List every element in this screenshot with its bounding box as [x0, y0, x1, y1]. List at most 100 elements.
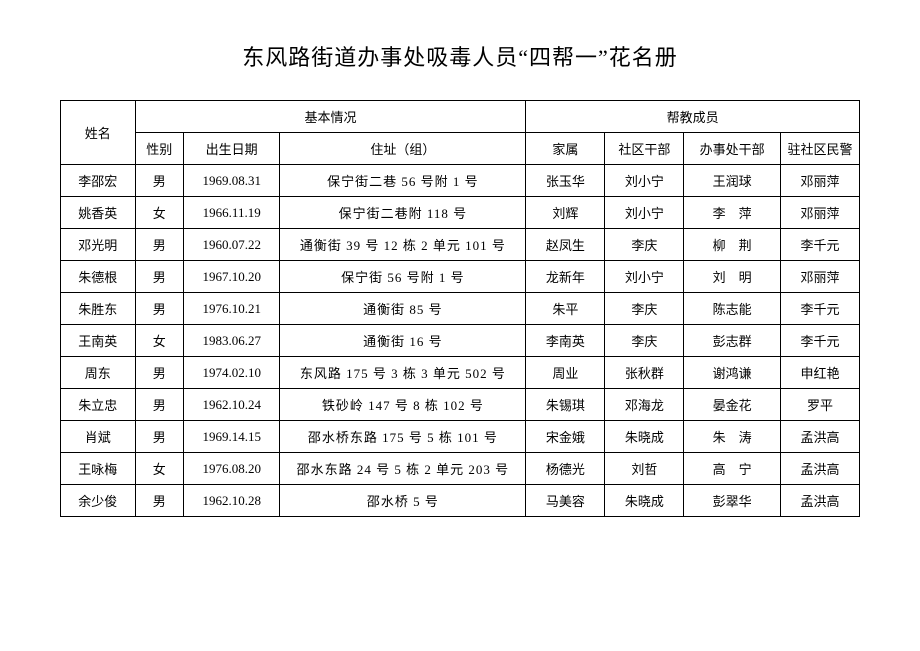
table-row: 朱胜东男1976.10.21通衡街 85 号朱平李庆陈志能李千元 [61, 293, 860, 325]
cell-addr: 邵水东路 24 号 5 栋 2 单元 203 号 [280, 453, 526, 485]
table-row: 肖斌男1969.14.15邵水桥东路 175 号 5 栋 101 号宋金娥朱晓成… [61, 421, 860, 453]
cell-name: 朱胜东 [61, 293, 136, 325]
table-row: 朱德根男1967.10.20保宁街 56 号附 1 号龙新年刘小宁刘 明邓丽萍 [61, 261, 860, 293]
cell-family: 张玉华 [526, 165, 605, 197]
cell-family: 宋金娥 [526, 421, 605, 453]
cell-addr: 邵水桥东路 175 号 5 栋 101 号 [280, 421, 526, 453]
cell-name: 李邵宏 [61, 165, 136, 197]
cell-community: 朱晓成 [605, 421, 684, 453]
cell-family: 刘辉 [526, 197, 605, 229]
cell-addr: 通衡街 85 号 [280, 293, 526, 325]
cell-family: 朱锡琪 [526, 389, 605, 421]
cell-gender: 女 [135, 325, 183, 357]
cell-community: 朱晓成 [605, 485, 684, 517]
cell-gender: 女 [135, 453, 183, 485]
cell-gender: 男 [135, 293, 183, 325]
cell-office: 陈志能 [684, 293, 781, 325]
cell-dob: 1962.10.28 [183, 485, 280, 517]
table-row: 王南英女1983.06.27通衡街 16 号李南英李庆彭志群李千元 [61, 325, 860, 357]
table-row: 余少俊男1962.10.28邵水桥 5 号马美容朱晓成彭翠华孟洪高 [61, 485, 860, 517]
table-row: 邓光明男1960.07.22通衡街 39 号 12 栋 2 单元 101 号赵凤… [61, 229, 860, 261]
col-header-gender: 性别 [135, 133, 183, 165]
table-row: 李邵宏男1969.08.31保宁街二巷 56 号附 1 号张玉华刘小宁王润球邓丽… [61, 165, 860, 197]
cell-gender: 男 [135, 389, 183, 421]
cell-name: 姚香英 [61, 197, 136, 229]
cell-gender: 男 [135, 485, 183, 517]
col-header-name: 姓名 [61, 101, 136, 165]
cell-name: 余少俊 [61, 485, 136, 517]
cell-community: 刘小宁 [605, 261, 684, 293]
roster-table: 姓名 基本情况 帮教成员 性别 出生日期 住址（组） 家属 社区干部 办事处干部… [60, 100, 860, 517]
cell-gender: 男 [135, 261, 183, 293]
cell-gender: 男 [135, 229, 183, 261]
cell-family: 赵凤生 [526, 229, 605, 261]
table-row: 朱立忠男1962.10.24铁砂岭 147 号 8 栋 102 号朱锡琪邓海龙晏… [61, 389, 860, 421]
table-row: 王咏梅女1976.08.20邵水东路 24 号 5 栋 2 单元 203 号杨德… [61, 453, 860, 485]
cell-police: 罗平 [780, 389, 859, 421]
cell-addr: 保宁街 56 号附 1 号 [280, 261, 526, 293]
cell-dob: 1967.10.20 [183, 261, 280, 293]
cell-dob: 1969.08.31 [183, 165, 280, 197]
cell-police: 李千元 [780, 325, 859, 357]
cell-office: 柳 荆 [684, 229, 781, 261]
cell-addr: 保宁街二巷 56 号附 1 号 [280, 165, 526, 197]
cell-name: 肖斌 [61, 421, 136, 453]
cell-office: 刘 明 [684, 261, 781, 293]
col-header-community: 社区干部 [605, 133, 684, 165]
cell-office: 彭翠华 [684, 485, 781, 517]
cell-community: 李庆 [605, 325, 684, 357]
table-row: 姚香英女1966.11.19保宁街二巷附 118 号刘辉刘小宁李 萍邓丽萍 [61, 197, 860, 229]
cell-community: 李庆 [605, 293, 684, 325]
cell-family: 朱平 [526, 293, 605, 325]
cell-name: 朱立忠 [61, 389, 136, 421]
cell-family: 龙新年 [526, 261, 605, 293]
cell-dob: 1960.07.22 [183, 229, 280, 261]
cell-police: 李千元 [780, 293, 859, 325]
cell-name: 王咏梅 [61, 453, 136, 485]
cell-community: 李庆 [605, 229, 684, 261]
table-row: 周东男1974.02.10东风路 175 号 3 栋 3 单元 502 号周业张… [61, 357, 860, 389]
cell-dob: 1983.06.27 [183, 325, 280, 357]
cell-community: 邓海龙 [605, 389, 684, 421]
cell-dob: 1976.10.21 [183, 293, 280, 325]
cell-police: 孟洪高 [780, 453, 859, 485]
cell-addr: 保宁街二巷附 118 号 [280, 197, 526, 229]
cell-dob: 1974.02.10 [183, 357, 280, 389]
col-header-family: 家属 [526, 133, 605, 165]
cell-police: 孟洪高 [780, 485, 859, 517]
col-header-addr: 住址（组） [280, 133, 526, 165]
cell-name: 邓光明 [61, 229, 136, 261]
cell-police: 孟洪高 [780, 421, 859, 453]
cell-community: 张秋群 [605, 357, 684, 389]
cell-community: 刘哲 [605, 453, 684, 485]
cell-police: 邓丽萍 [780, 261, 859, 293]
cell-police: 邓丽萍 [780, 165, 859, 197]
cell-name: 周东 [61, 357, 136, 389]
cell-police: 申红艳 [780, 357, 859, 389]
cell-gender: 男 [135, 165, 183, 197]
col-group-help: 帮教成员 [526, 101, 860, 133]
col-header-office: 办事处干部 [684, 133, 781, 165]
cell-office: 谢鸿谦 [684, 357, 781, 389]
cell-addr: 通衡街 39 号 12 栋 2 单元 101 号 [280, 229, 526, 261]
cell-police: 邓丽萍 [780, 197, 859, 229]
page-title: 东风路街道办事处吸毒人员“四帮一”花名册 [60, 40, 860, 72]
cell-addr: 东风路 175 号 3 栋 3 单元 502 号 [280, 357, 526, 389]
cell-office: 王润球 [684, 165, 781, 197]
cell-name: 朱德根 [61, 261, 136, 293]
cell-office: 李 萍 [684, 197, 781, 229]
cell-community: 刘小宁 [605, 165, 684, 197]
cell-dob: 1976.08.20 [183, 453, 280, 485]
cell-name: 王南英 [61, 325, 136, 357]
cell-family: 李南英 [526, 325, 605, 357]
cell-office: 晏金花 [684, 389, 781, 421]
cell-family: 周业 [526, 357, 605, 389]
cell-gender: 男 [135, 421, 183, 453]
cell-community: 刘小宁 [605, 197, 684, 229]
cell-gender: 女 [135, 197, 183, 229]
cell-dob: 1969.14.15 [183, 421, 280, 453]
cell-dob: 1966.11.19 [183, 197, 280, 229]
cell-addr: 邵水桥 5 号 [280, 485, 526, 517]
cell-addr: 通衡街 16 号 [280, 325, 526, 357]
cell-addr: 铁砂岭 147 号 8 栋 102 号 [280, 389, 526, 421]
